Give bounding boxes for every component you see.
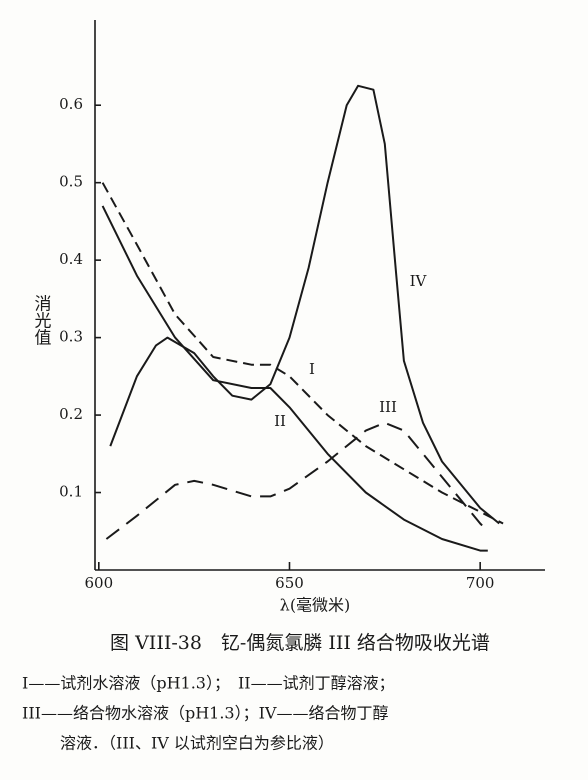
curve-label: III [379, 398, 397, 416]
x-tick-label: 700 [466, 574, 495, 592]
caption-note: I——试剂水溶液（pH1.3）； II——试剂丁醇溶液； [22, 674, 395, 693]
y-tick-label: 0.1 [59, 483, 83, 501]
y-tick-label: 0.4 [59, 250, 83, 268]
y-tick-label: 0.3 [59, 328, 83, 346]
y-tick-label: 0.6 [59, 95, 83, 113]
curve [101, 182, 504, 525]
x-tick-label: 600 [84, 574, 113, 592]
curve [109, 84, 500, 525]
y-tick-label: 0.2 [59, 405, 83, 423]
curve-label: IV [410, 272, 428, 290]
x-tick-label: 650 [275, 574, 304, 592]
caption-title: 图 VIII-38 钇-偶氮氯膦 III 络合物吸收光谱 [110, 632, 490, 654]
caption-note: 溶液．（III、IV 以试剂空白为参比液） [60, 734, 334, 753]
y-axis-label: 消光值 [31, 294, 52, 345]
curve [105, 421, 489, 540]
curve-label: II [274, 412, 286, 430]
x-axis-label: λ(毫微米) [280, 596, 351, 615]
curve [101, 205, 488, 552]
y-tick-label: 0.5 [59, 173, 83, 191]
caption-note: III——络合物水溶液（pH1.3）；IV——络合物丁醇 [22, 704, 388, 723]
curve-label: I [309, 360, 315, 378]
